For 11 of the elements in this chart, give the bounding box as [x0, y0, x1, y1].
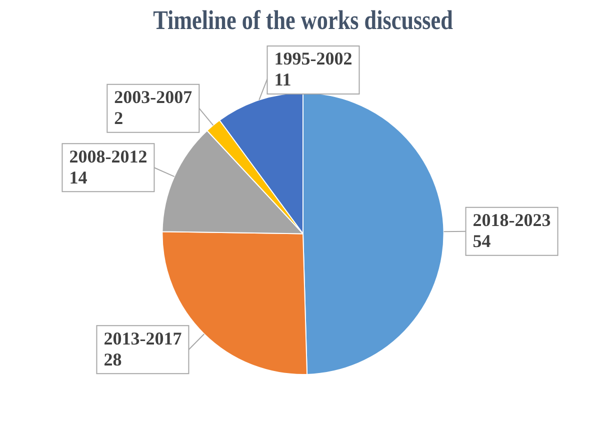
- slice-label: 2008-2012: [69, 146, 148, 166]
- chart-title: Timeline of the works discussed: [153, 6, 454, 36]
- data-label: 28: [104, 349, 122, 370]
- data-label: 2: [114, 108, 124, 128]
- slice-label: 2003-2007: [114, 86, 192, 107]
- slice-label: 2013-2017: [104, 328, 182, 348]
- data-label: 14: [69, 167, 88, 188]
- slice-label: 2018-2023: [472, 210, 551, 230]
- data-label: 11: [274, 70, 292, 90]
- slice-label: 1995-2002: [274, 48, 352, 69]
- data-label: 54: [472, 231, 491, 252]
